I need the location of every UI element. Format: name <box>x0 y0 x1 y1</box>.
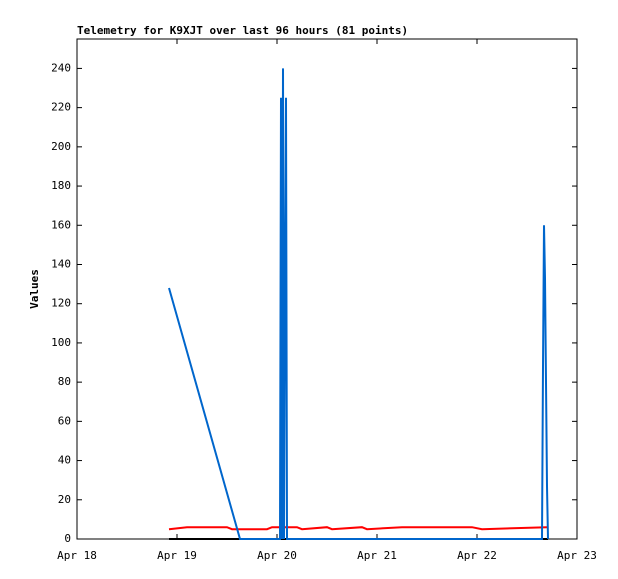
y-tick-label: 80 <box>58 375 71 388</box>
x-tick-label: Apr 22 <box>457 549 497 562</box>
y-tick-label: 20 <box>58 493 71 506</box>
x-tick-label: Apr 20 <box>257 549 297 562</box>
y-tick-label: 0 <box>64 532 71 545</box>
y-axis-label: Values <box>28 269 41 309</box>
x-tick-label: Apr 21 <box>357 549 397 562</box>
y-tick-label: 140 <box>51 257 71 270</box>
x-tick-label: Apr 18 <box>57 549 97 562</box>
series-line <box>168 68 549 540</box>
plot-frame <box>76 38 578 540</box>
y-tick-label: 180 <box>51 179 71 192</box>
y-tick-label: 120 <box>51 297 71 310</box>
series-line <box>168 526 548 531</box>
y-tick-label: 160 <box>51 218 71 231</box>
y-tick-label: 200 <box>51 140 71 153</box>
y-tick-label: 40 <box>58 454 71 467</box>
y-tick-label: 60 <box>58 414 71 427</box>
y-tick-label: 240 <box>51 61 71 74</box>
chart-title: Telemetry for K9XJT over last 96 hours (… <box>77 24 408 37</box>
y-tick-label: 220 <box>51 101 71 114</box>
x-tick-label: Apr 23 <box>557 549 597 562</box>
x-tick-label: Apr 19 <box>157 549 197 562</box>
y-tick-label: 100 <box>51 336 71 349</box>
